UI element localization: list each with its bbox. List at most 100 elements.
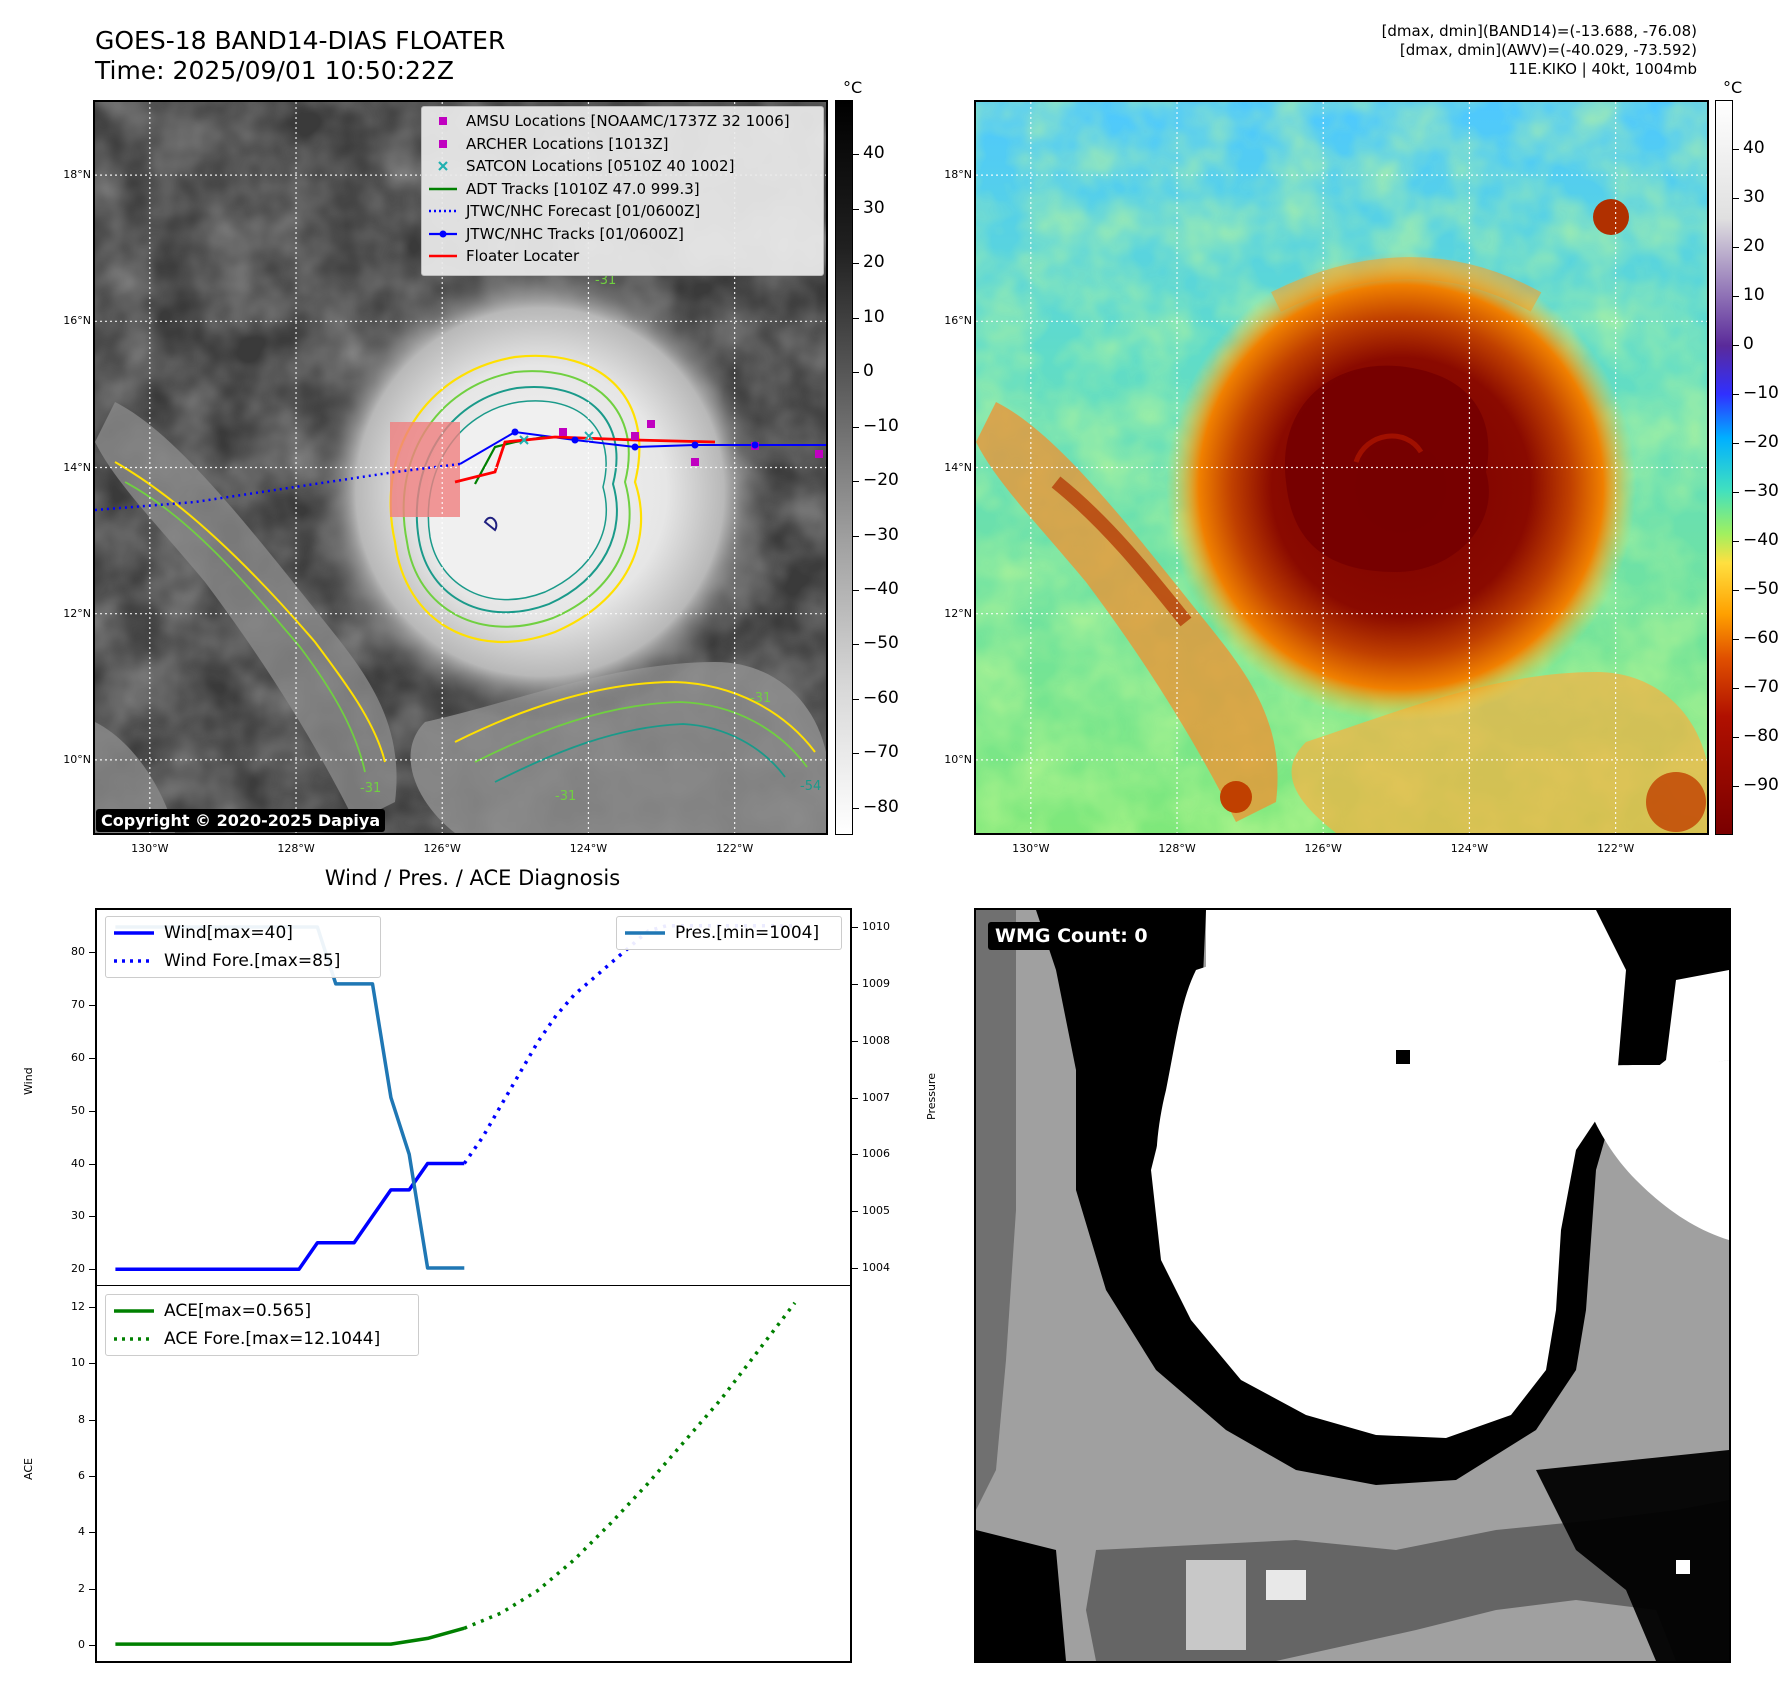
map-legend: AMSU Locations [NOAAMC/1737Z 32 1006] ARC… [421, 106, 824, 276]
colorbar-tick-label: −30 [863, 524, 899, 545]
y-tickmark [89, 1306, 95, 1308]
y-right-tick-label: 1007 [862, 1090, 890, 1104]
colorbar-tickmark [853, 426, 859, 428]
colorbar-tick-label: −90 [1743, 775, 1779, 795]
ir-color-lon-tick: 130°W [1012, 842, 1050, 855]
ir-color-lon-tick: 128°W [1158, 842, 1196, 855]
legend-label: SATCON Locations [0510Z 40 1002] [466, 157, 735, 176]
y-tick-label: 6 [78, 1468, 85, 1482]
ir-color-lat-tick: 16°N [944, 314, 972, 328]
y-tick-label: 50 [71, 1103, 85, 1117]
series-line [115, 1626, 465, 1646]
y-right-tick-label: 1004 [862, 1260, 890, 1274]
legend-symbol [429, 210, 457, 213]
legend-symbol [429, 255, 457, 258]
y-tick-label: 2 [78, 1581, 85, 1595]
colorbar-tick-label: −60 [863, 687, 899, 708]
ir-grayscale-lat-tick: 12°N [63, 606, 91, 620]
colorbar-tick-label: 40 [1743, 138, 1765, 158]
y-tickmark [89, 1163, 95, 1165]
series-line [115, 1161, 465, 1271]
colorbar-tickmark [1733, 296, 1739, 297]
grayscale-colorbar [835, 100, 853, 835]
colorbar-tick-label: 20 [1743, 236, 1765, 256]
colorbar-tickmark [853, 590, 859, 591]
wind-legend: Wind[max=40] Wind Fore.[max=85] [105, 916, 381, 978]
forecast-track [95, 462, 461, 512]
colorbar-tick-label: 30 [1743, 187, 1765, 207]
y-tickmark [89, 1645, 95, 1647]
colorbar-tick-label: 10 [1743, 285, 1765, 305]
copyright-badge: Copyright © 2020-2025 Dapiya [96, 809, 386, 832]
wmg-panel: WMG Count: 0 [974, 908, 1731, 1663]
satcon-locations [519, 431, 594, 445]
legend-symbol [429, 187, 457, 190]
y-tickmark [89, 1110, 95, 1112]
y-tick-label: 40 [71, 1156, 85, 1170]
y-tickmark [89, 1057, 95, 1059]
colorbar-tickmark [853, 208, 859, 210]
y-right-tick-label: 1006 [862, 1147, 890, 1161]
y-tick-label: 80 [71, 945, 85, 959]
colorbar-tickmark [1733, 639, 1739, 640]
legend-symbol [439, 139, 447, 148]
ir-color-map [974, 100, 1709, 835]
floater-track [454, 435, 716, 484]
graticule [976, 102, 1707, 833]
colorbar-tick-label: −10 [863, 415, 899, 436]
colorbar-tickmark [1733, 492, 1739, 493]
colorbar-tick-label: −70 [1743, 677, 1779, 697]
colorbar-tickmark [1733, 590, 1739, 591]
colorbar-tick-label: 10 [863, 306, 885, 327]
series-line [463, 1301, 797, 1630]
wmg-classification-image [976, 910, 1729, 1661]
legend-symbol [429, 230, 457, 238]
ir-grayscale-lat-tick: 10°N [63, 752, 91, 766]
pressure-legend: Pres.[min=1004] [616, 916, 842, 950]
y-tick-label: 20 [71, 1262, 85, 1276]
colorbar-tick-label: −10 [1743, 383, 1779, 403]
y-right-tickmark [852, 1040, 858, 1042]
info-line3: 11E.KIKO | 40kt, 1004mb [1508, 60, 1697, 78]
legend-symbol [439, 117, 447, 126]
y-tickmark [89, 1269, 95, 1271]
colorbar-unit: °C [1723, 78, 1743, 97]
colorbar-tick-label: −80 [1743, 726, 1779, 746]
colorbar-tick-label: −20 [1743, 432, 1779, 452]
y-tick-label: 10 [71, 1356, 85, 1370]
y-right-tick-label: 1008 [862, 1033, 890, 1047]
colorbar-tick-label: 0 [1743, 334, 1754, 354]
series-line [115, 925, 465, 1270]
wmg-count-badge: WMG Count: 0 [988, 922, 1155, 950]
colorbar-tickmark [1733, 541, 1739, 542]
colorbar-tickmark [1733, 198, 1739, 199]
legend-entry: Floater Locater [428, 245, 817, 268]
diagnosis-title: Wind / Pres. / ACE Diagnosis [324, 866, 621, 890]
y-right-tick-label: 1010 [862, 920, 890, 934]
ir-grayscale-lat-tick: 18°N [63, 168, 91, 182]
legend-label: AMSU Locations [NOAAMC/1737Z 32 1006] [466, 112, 790, 131]
colorbar-tickmark [1733, 394, 1739, 395]
contour-label: -31 [555, 789, 576, 804]
y-tickmark [89, 1532, 95, 1534]
y-tickmark [89, 1475, 95, 1477]
y-right-tickmark [852, 983, 858, 985]
track-points [511, 428, 759, 451]
figure-title-line1: GOES-18 BAND14-DIAS FLOATER [95, 26, 506, 55]
y-right-tick-label: 1009 [862, 976, 890, 990]
colorbar-tick-label: −70 [863, 742, 899, 763]
ir-grayscale-lon-tick: 126°W [423, 842, 461, 855]
colorbar-tick-label: −30 [1743, 481, 1779, 501]
legend-entry: ARCHER Locations [1013Z] [428, 133, 817, 156]
figure-title-line2: Time: 2025/09/01 10:50:22Z [95, 56, 454, 85]
colorbar-tickmark [853, 535, 859, 537]
legend-entry: JTWC/NHC Forecast [01/0600Z] [428, 200, 817, 223]
ir-grayscale-lat-tick: 16°N [63, 314, 91, 328]
colorbar-tickmark [853, 372, 859, 374]
legend-label: Pres.[min=1004] [675, 923, 820, 943]
legend-entry: AMSU Locations [NOAAMC/1737Z 32 1006] [428, 110, 817, 133]
contour-label: -31 [595, 273, 616, 288]
info-line1: [dmax, dmin](BAND14)=(-13.688, -76.08) [1381, 22, 1697, 40]
legend-label: ACE Fore.[max=12.1044] [164, 1329, 381, 1349]
pressure-axis-label: Pressure [925, 1073, 938, 1120]
